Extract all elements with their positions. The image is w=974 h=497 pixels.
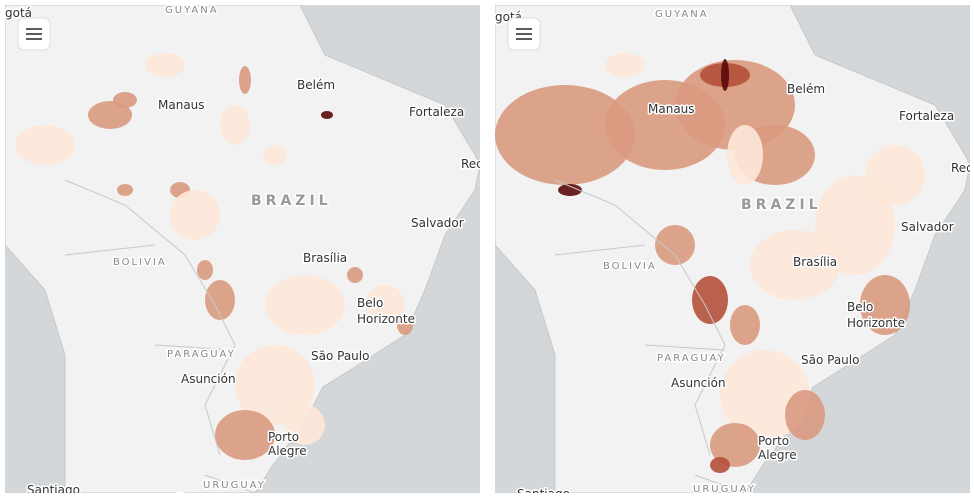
region	[815, 175, 895, 275]
region	[865, 145, 925, 205]
region	[397, 315, 413, 335]
region	[692, 276, 728, 324]
region	[145, 53, 185, 77]
region	[220, 105, 250, 145]
place-label: Alegre	[758, 448, 797, 462]
region	[655, 225, 695, 265]
region	[117, 184, 133, 196]
place-label: Porto	[268, 430, 299, 444]
place-label: Salvador	[411, 216, 464, 230]
map-content: gotá GUYANAManausBelémFortalezaReciBRAZIL…	[495, 5, 974, 497]
place-label: Alegre	[268, 444, 307, 458]
region	[710, 423, 760, 467]
map-content: gotá GUYANA Manaus Belém Fortaleza Reci BRAZIL…	[5, 5, 486, 497]
place-label: BRAZIL	[251, 193, 332, 209]
place-label: gotá	[5, 6, 32, 20]
region	[727, 125, 763, 185]
region	[215, 410, 275, 460]
region	[347, 267, 363, 283]
region	[365, 285, 405, 325]
region	[321, 111, 333, 119]
place-label: Santiago	[27, 483, 80, 497]
place-label: BOLIVIA	[603, 261, 657, 272]
region	[750, 230, 840, 300]
place-label: Horizonte	[357, 312, 415, 326]
place-label: Manaus	[158, 98, 205, 112]
place-label: Fortaleza	[899, 109, 954, 123]
region	[197, 260, 213, 280]
place-label: Porto	[758, 434, 789, 448]
menu-button[interactable]	[507, 17, 541, 51]
place-label: São Paulo	[311, 349, 369, 363]
place-label: Manaus	[648, 102, 695, 116]
place-label: Reci	[461, 157, 486, 171]
place-label: Salvador	[901, 220, 954, 234]
place-label: São Paulo	[801, 353, 859, 367]
place-label: Fortaleza	[409, 105, 464, 119]
region	[730, 305, 760, 345]
place-label: Asunción	[181, 372, 236, 386]
place-label: PARAGUAY	[657, 353, 726, 364]
map-panel: gotá GUYANA Manaus Belém Fortaleza Reci BRAZIL…	[5, 5, 486, 497]
region	[113, 92, 137, 108]
region	[558, 184, 582, 196]
region	[265, 275, 345, 335]
region	[785, 390, 825, 440]
place-label: Reci	[951, 161, 974, 175]
region	[495, 85, 635, 185]
region	[605, 53, 645, 77]
region	[239, 66, 251, 94]
place-label: Buenos	[177, 491, 221, 497]
region	[205, 280, 235, 320]
region	[88, 101, 132, 129]
place-label: GUYANA	[655, 9, 709, 20]
place-label: Belo	[357, 296, 383, 310]
place-label: URUGUAY	[693, 484, 756, 495]
menu-button[interactable]	[17, 17, 51, 51]
place-label: GUYANA	[165, 5, 219, 16]
place-label: BRAZIL	[741, 197, 822, 213]
border	[554, 179, 746, 493]
region	[710, 457, 730, 473]
place-label: Asunción	[671, 376, 726, 390]
place-label: Brasília	[303, 251, 347, 265]
border	[64, 179, 256, 493]
place-label: Belém	[297, 78, 335, 92]
place-label: Belo	[847, 300, 873, 314]
region	[170, 190, 220, 240]
place-label: Belém	[787, 82, 825, 96]
place-label: BOLIVIA	[113, 257, 167, 268]
place-label: Brasília	[793, 255, 837, 269]
map-panel: gotá GUYANAManausBelémFortalezaReciBRAZIL…	[495, 5, 974, 497]
region	[860, 275, 910, 335]
region	[285, 405, 325, 445]
region	[15, 125, 75, 165]
place-label: Horizonte	[847, 316, 905, 330]
place-label: URUGUAY	[203, 480, 266, 491]
region	[235, 345, 315, 425]
region	[263, 145, 287, 165]
region	[721, 59, 729, 91]
place-label: PARAGUAY	[167, 349, 236, 360]
place-label: Santiago	[517, 487, 570, 497]
